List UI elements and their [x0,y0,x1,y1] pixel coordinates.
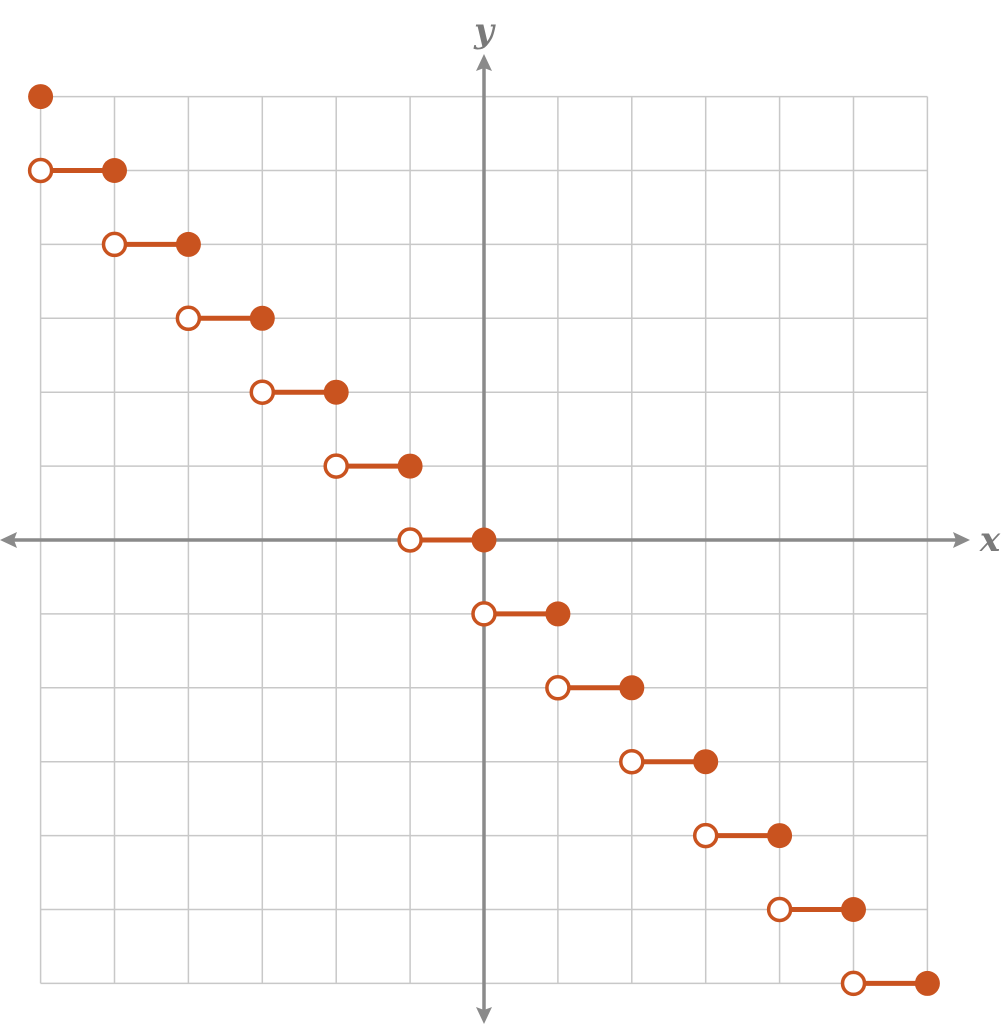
open-endpoint [249,379,276,405]
open-endpoint [101,231,128,258]
x-axis-arrow-left [0,532,17,548]
closed-endpoint [175,231,201,257]
closed-endpoint [249,305,275,331]
y-axis-arrow-up [476,54,492,71]
y-axis-arrow-down [476,1007,492,1024]
closed-endpoint [471,527,497,553]
closed-endpoint [323,379,349,405]
open-endpoint [471,601,497,627]
open-endpoint [545,675,571,701]
open-endpoint [27,157,54,184]
closed-endpoint [397,453,423,479]
x-axis-arrow-right [953,532,970,548]
closed-endpoint [545,601,571,627]
open-endpoint [766,896,793,923]
open-endpoint [619,748,645,775]
y-axis-label: y [473,11,496,51]
x-axis-label: x [979,520,1001,560]
step-series [27,84,940,997]
open-endpoint [323,453,349,479]
open-endpoint [175,305,202,332]
closed-endpoint [619,675,645,701]
closed-endpoint [767,823,793,849]
open-endpoint [692,822,719,849]
open-endpoint [840,970,867,997]
closed-endpoint [102,158,127,183]
closed-endpoint [28,84,54,110]
open-endpoint [397,527,423,553]
closed-endpoint [841,897,866,922]
closed-endpoint [914,970,940,996]
closed-endpoint [693,749,719,775]
